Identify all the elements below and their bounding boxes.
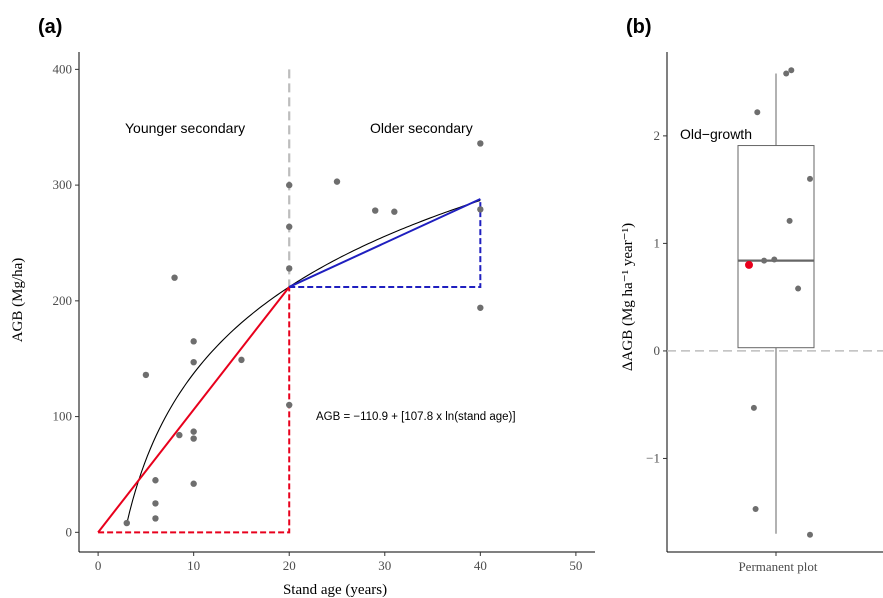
data-point [152,500,159,507]
data-point [190,435,197,442]
panel-a-x-tick-label: 10 [187,558,200,573]
data-point [238,356,245,364]
panel-a-x-tick-label: 30 [378,558,391,573]
panel-a: (a) 0 10 20 30 40 50 0 100 200 300 400 Younger sec… [10,16,595,598]
old-growth-label: Old−growth [680,126,752,142]
box-iqr [737,145,815,349]
panel-b-label: (b) [626,16,652,38]
panel-a-y-tick-label: 100 [53,409,73,424]
data-point [152,477,159,484]
panel-a-x-axis-title: Stand age (years) [283,582,387,598]
data-point [190,480,197,487]
data-point [190,428,197,435]
panel-a-y-tick-label: 300 [53,177,73,192]
fit-curve [126,199,481,524]
panel-b: (b) −1 0 1 2 Old−growth Permanent plot ΔAGB… [620,16,883,574]
data-point [786,217,793,224]
data-point [477,140,484,147]
panel-a-x-tick-label: 20 [283,558,296,573]
panel-a-axes: 0 10 20 30 40 50 0 100 200 300 400 [53,52,595,573]
data-point [752,505,759,512]
data-point [286,223,293,230]
panel-a-x-tick-label: 0 [95,558,102,573]
data-point [788,67,795,74]
data-point [372,207,379,214]
data-point [771,256,778,263]
panel-a-y-axis-title: AGB (Mg/ha) [10,258,26,343]
data-point [142,371,150,379]
data-point [761,257,768,264]
data-point [152,515,159,522]
region-label-older: Older secondary [370,120,473,136]
panel-a-label: (a) [38,16,62,38]
younger-rate-line [97,286,291,533]
data-point [176,431,183,439]
panel-b-y-tick-label: 1 [654,235,661,250]
data-point [286,181,293,189]
panel-a-x-tick-label: 50 [569,558,582,573]
panel-a-y-tick-label: 400 [53,61,73,76]
panel-b-y-tick-label: 2 [654,128,661,143]
panel-b-y-tick-label: 0 [654,343,661,358]
panel-b-y-tick-label: −1 [646,450,660,465]
data-point [750,404,757,411]
panel-b-axes: −1 0 1 2 [646,52,883,556]
mean-point [745,260,753,269]
panel-b-category-label: Permanent plot [738,559,817,574]
younger-dashed-triangle [98,286,291,534]
older-dashed-triangle [289,198,482,288]
data-point [795,285,802,292]
data-point [807,531,813,538]
data-point [286,265,293,272]
panel-a-x-tick-label: 40 [474,558,487,573]
panel-a-y-tick-label: 0 [66,524,73,539]
data-point [190,358,197,366]
older-rate-line [288,198,481,288]
data-point [783,70,790,77]
data-point [477,304,484,311]
data-point [286,401,293,409]
panel-a-y-tick-label: 200 [53,293,73,308]
data-point [391,208,398,215]
data-point [754,109,761,116]
data-point [477,206,484,213]
data-point [123,519,130,527]
data-point [171,274,178,281]
panel-b-marks [667,67,883,538]
data-point [333,178,341,185]
panel-a-marks [97,69,484,534]
region-label-younger: Younger secondary [125,120,245,136]
equation-label: AGB = −110.9 + [107.8 x ln(stand age)] [316,411,516,423]
data-point [807,175,813,182]
data-point [190,338,197,345]
panel-b-y-axis-title: ΔAGB (Mg ha⁻¹ year⁻¹) [620,223,636,371]
